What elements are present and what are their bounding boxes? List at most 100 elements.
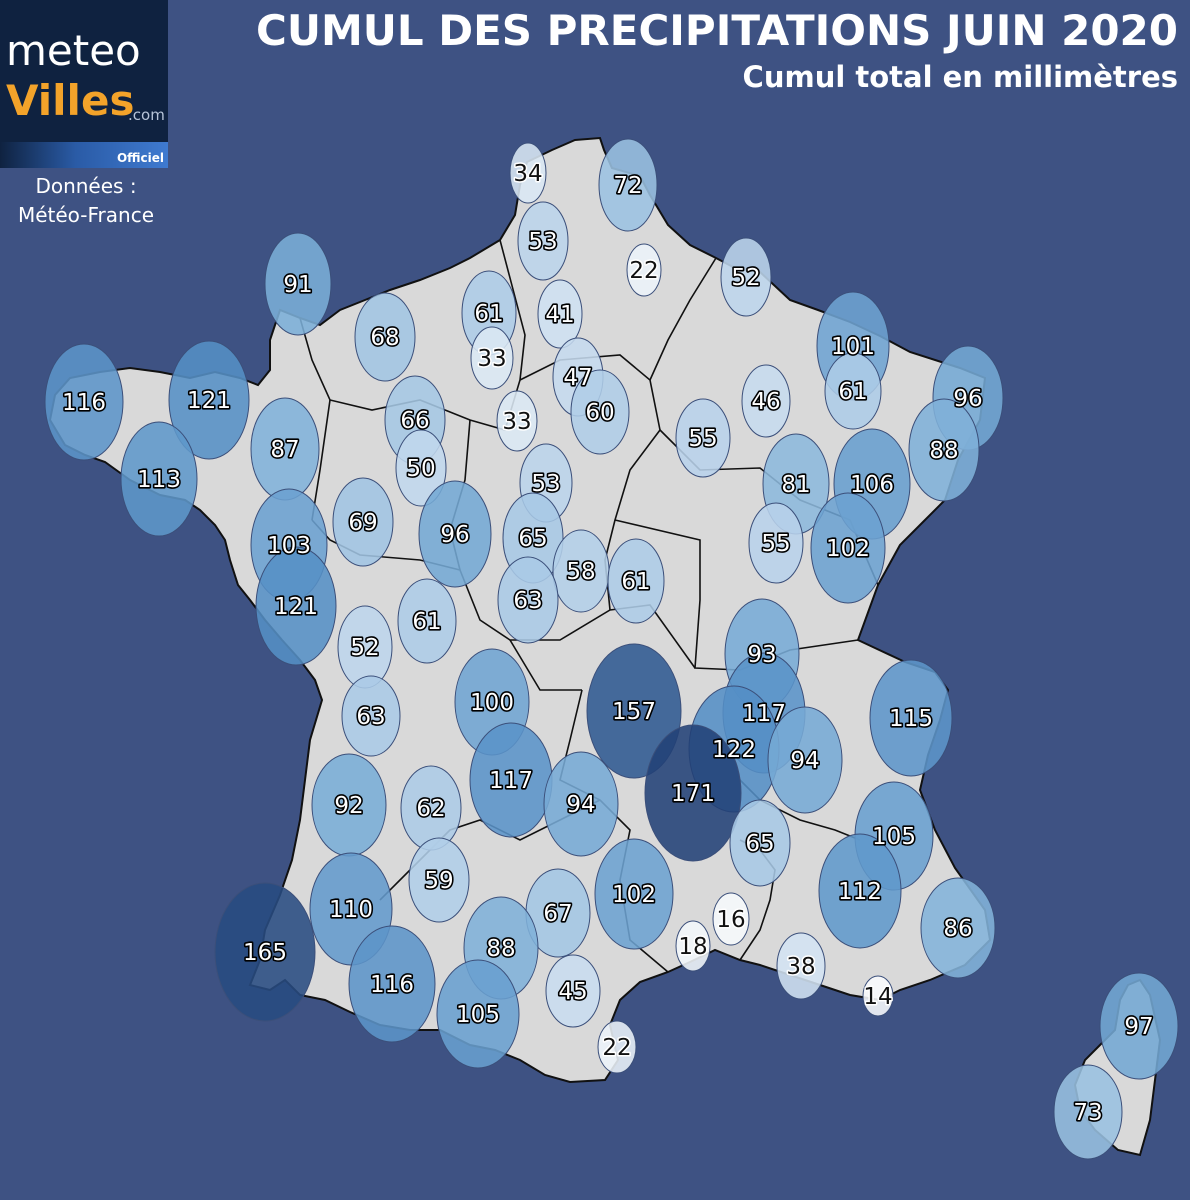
meteovilles-logo: meteo Villes .com Officiel (0, 0, 168, 168)
station-bubble (748, 502, 804, 584)
station-bubble (496, 390, 538, 452)
station-bubble (598, 138, 658, 232)
station-bubble (120, 421, 198, 537)
station-bubbles: 34 72 53 22 52 91 68 61 41 33 47 60 33 101 61 96 46 116 12… (44, 138, 1179, 1160)
station-bubble (594, 838, 674, 950)
station-value: 93 (747, 642, 776, 668)
station-bubble (545, 954, 601, 1028)
source-line-2: Météo-France (17, 203, 155, 227)
logo-officiel: Officiel (116, 151, 164, 165)
station-bubble (767, 706, 843, 814)
station-value: 116 (62, 390, 106, 416)
station-bubble (862, 975, 894, 1017)
station-value: 55 (688, 426, 717, 452)
station-value: 16 (716, 907, 745, 933)
station-bubble (720, 237, 772, 317)
station-value: 94 (790, 748, 819, 774)
station-value: 122 (712, 737, 756, 763)
station-value: 61 (474, 301, 503, 327)
station-bubble (168, 340, 250, 460)
station-value: 87 (270, 437, 299, 463)
station-value: 116 (370, 972, 414, 998)
station-value: 103 (267, 533, 311, 559)
station-bubble (675, 920, 711, 972)
station-bubble (537, 279, 583, 349)
station-bubble (517, 201, 569, 281)
station-value: 69 (348, 510, 377, 536)
station-value: 94 (566, 792, 595, 818)
station-value: 52 (350, 635, 379, 661)
station-value: 96 (953, 386, 982, 412)
station-value: 171 (671, 781, 715, 807)
station-bubble (644, 724, 742, 862)
station-bubble (818, 833, 902, 949)
station-value: 45 (558, 979, 587, 1005)
station-value: 53 (528, 229, 557, 255)
station-bubble (354, 292, 416, 382)
station-value: 115 (889, 706, 933, 732)
station-value: 157 (612, 699, 656, 725)
station-value: 121 (274, 594, 318, 620)
station-value: 110 (329, 897, 373, 923)
station-value: 97 (1124, 1014, 1153, 1040)
station-bubble (264, 232, 332, 336)
station-bubble (348, 925, 436, 1043)
station-value: 50 (406, 456, 435, 482)
station-value: 106 (850, 472, 894, 498)
station-value: 61 (838, 379, 867, 405)
station-value: 18 (678, 934, 707, 960)
station-value: 46 (751, 389, 780, 415)
station-value: 33 (477, 346, 506, 372)
station-value: 60 (585, 400, 614, 426)
station-value: 91 (283, 272, 312, 298)
station-value: 47 (563, 365, 592, 391)
station-bubble (497, 556, 559, 644)
station-value: 96 (440, 522, 469, 548)
station-value: 34 (513, 161, 542, 187)
station-value: 14 (863, 984, 892, 1010)
station-value: 65 (518, 526, 547, 552)
station-bubble (1053, 1064, 1123, 1160)
station-bubble (543, 751, 619, 857)
station-value: 59 (424, 868, 453, 894)
station-value: 65 (745, 831, 774, 857)
station-value: 88 (486, 936, 515, 962)
station-bubble (408, 837, 470, 923)
station-value: 62 (416, 796, 445, 822)
station-bubble (626, 243, 662, 297)
station-value: 92 (334, 793, 363, 819)
station-value: 113 (137, 467, 181, 493)
station-value: 58 (566, 559, 595, 585)
logo-com: .com (128, 106, 165, 124)
station-value: 165 (243, 940, 287, 966)
station-value: 61 (412, 609, 441, 635)
station-value: 102 (612, 882, 656, 908)
station-value: 112 (838, 879, 882, 905)
station-bubble (1099, 972, 1179, 1080)
region-border (509, 639, 582, 691)
station-bubble (418, 480, 492, 588)
station-value: 38 (786, 954, 815, 980)
station-value: 61 (621, 569, 650, 595)
station-bubble (607, 538, 665, 624)
station-value: 63 (513, 588, 542, 614)
station-value: 66 (400, 408, 429, 434)
logo-villes: Villes (6, 76, 135, 125)
station-bubble (470, 326, 514, 390)
station-value: 33 (502, 409, 531, 435)
station-bubble (729, 799, 791, 887)
region-border (649, 257, 717, 381)
station-value: 88 (929, 438, 958, 464)
map-subtitle: Cumul total en millimètres (742, 60, 1178, 94)
station-value: 86 (943, 916, 972, 942)
station-bubble (436, 959, 520, 1069)
station-value: 41 (545, 302, 574, 328)
station-value: 22 (602, 1035, 631, 1061)
station-value: 102 (826, 536, 870, 562)
station-bubble (810, 492, 886, 604)
station-value: 117 (489, 768, 533, 794)
data-source: Données : Météo-France (0, 172, 172, 230)
station-bubble (509, 142, 547, 204)
station-value: 81 (781, 472, 810, 498)
